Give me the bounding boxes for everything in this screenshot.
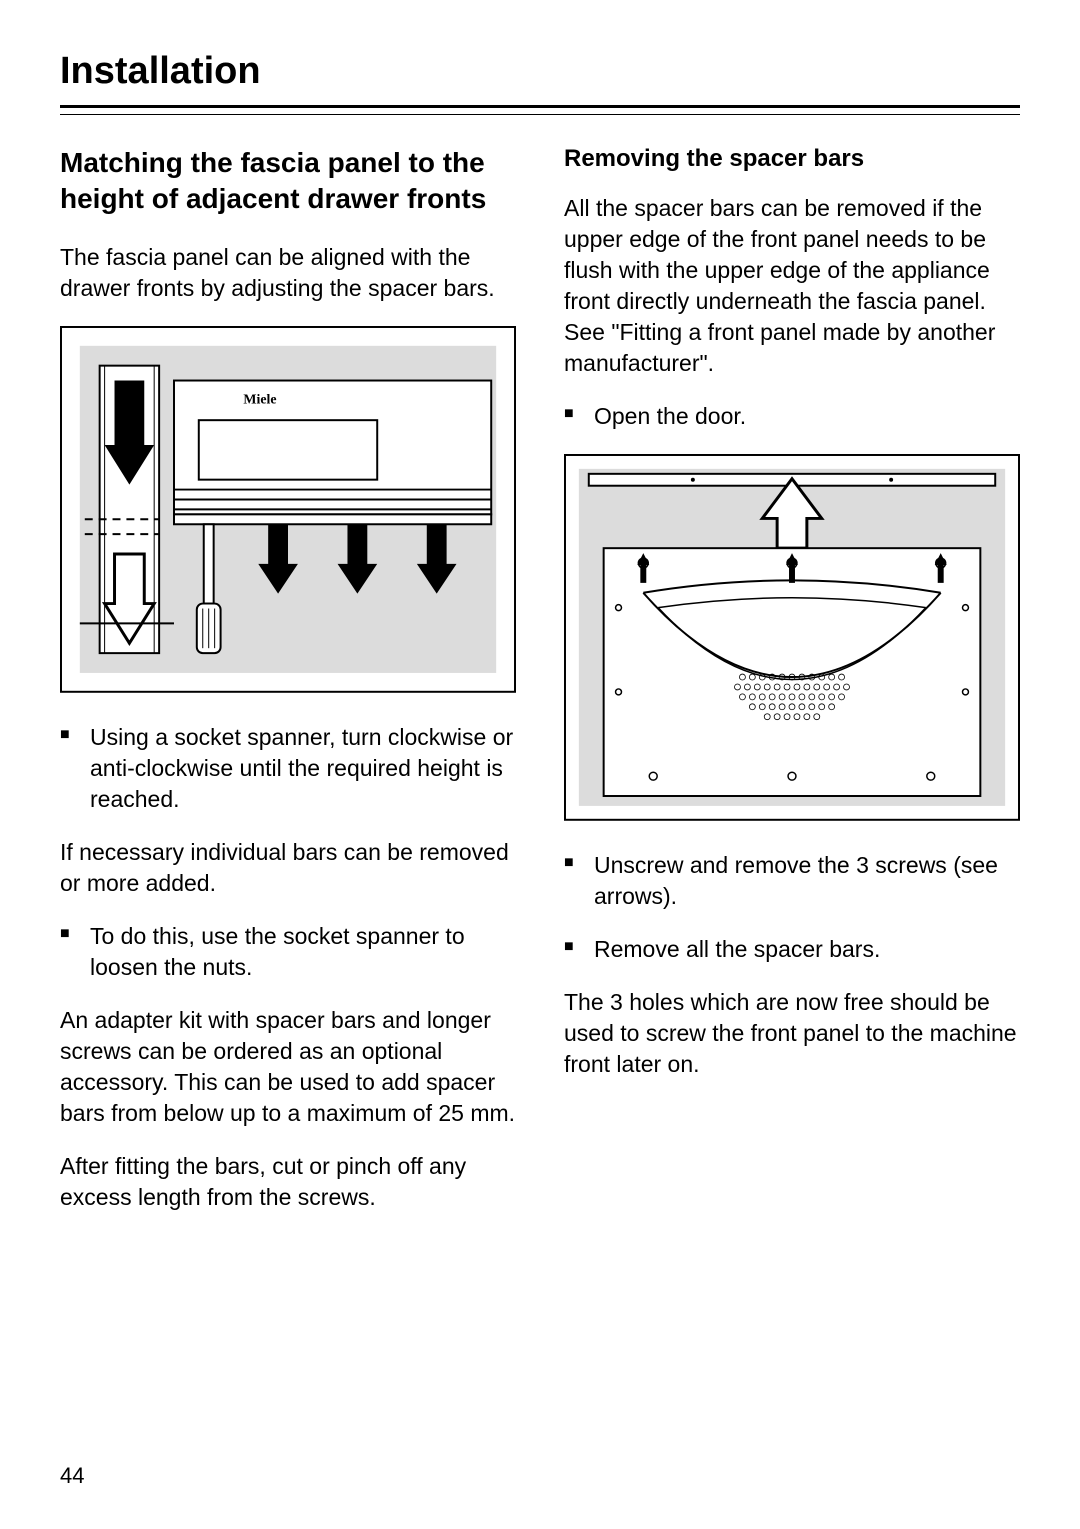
right-b2: Unscrew and remove the 3 screws (see arr… [564, 850, 1020, 912]
left-p1: The fascia panel can be aligned with the… [60, 242, 516, 304]
left-b1: Using a socket spanner, turn clockwise o… [60, 722, 516, 815]
right-p1: All the spacer bars can be removed if th… [564, 193, 1020, 379]
right-b1: Open the door. [564, 401, 1020, 432]
left-p2: If necessary individual bars can be remo… [60, 837, 516, 899]
fascia-adjust-figure: Miele [60, 326, 516, 693]
rule-thick [60, 105, 1020, 108]
right-subheading: Removing the spacer bars [564, 145, 1020, 173]
left-b2: To do this, use the socket spanner to lo… [60, 921, 516, 983]
right-b3: Remove all the spacer bars. [564, 934, 1020, 965]
left-p4: After fitting the bars, cut or pinch off… [60, 1151, 516, 1213]
right-bullets-2: Unscrew and remove the 3 screws (see arr… [564, 850, 1020, 965]
right-column: Removing the spacer bars All the spacer … [564, 145, 1020, 1235]
left-p3: An adapter kit with spacer bars and long… [60, 1005, 516, 1129]
left-bullets-1: Using a socket spanner, turn clockwise o… [60, 722, 516, 815]
rule-thin [60, 114, 1020, 115]
two-column-layout: Matching the fascia panel to the height … [60, 145, 1020, 1235]
left-bullets-2: To do this, use the socket spanner to lo… [60, 921, 516, 983]
right-bullets-1: Open the door. [564, 401, 1020, 432]
left-column: Matching the fascia panel to the height … [60, 145, 516, 1235]
page-title: Installation [60, 50, 1020, 93]
left-heading: Matching the fascia panel to the height … [60, 145, 516, 218]
spacer-bar-figure [564, 454, 1020, 821]
right-p2: The 3 holes which are now free should be… [564, 987, 1020, 1080]
brand-label: Miele [243, 392, 276, 407]
page-number: 44 [60, 1463, 84, 1489]
